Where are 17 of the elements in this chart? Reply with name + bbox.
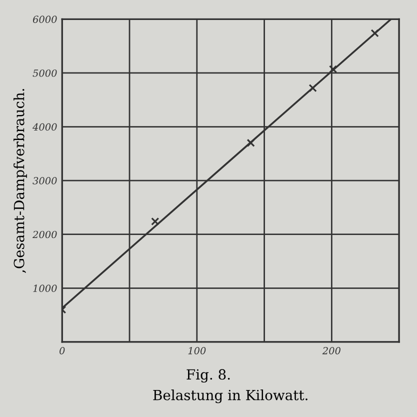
point: [151, 217, 160, 226]
x-tick-label: 100: [188, 346, 206, 354]
y-tick-label: 3000: [32, 177, 57, 184]
y-tick-label: 2000: [32, 230, 57, 238]
point: [370, 29, 379, 38]
y-axis-title: ,Gesamt-Dampfverbrauch.: [14, 88, 27, 273]
point: [328, 65, 338, 74]
point: [246, 138, 255, 147]
caption: Fig. 8.: [186, 369, 230, 383]
x-tick-label: 200: [322, 346, 340, 354]
y-tick-label: 1000: [33, 284, 57, 292]
x-axis-title: Belastung in Kilowatt.: [153, 390, 308, 404]
x-tick-label: 0: [60, 346, 65, 354]
y-tick-label: 6000: [33, 16, 57, 24]
point: [308, 84, 317, 92]
y-tick-label: 4000: [32, 123, 57, 131]
y-tick-label: 5000: [32, 69, 57, 77]
